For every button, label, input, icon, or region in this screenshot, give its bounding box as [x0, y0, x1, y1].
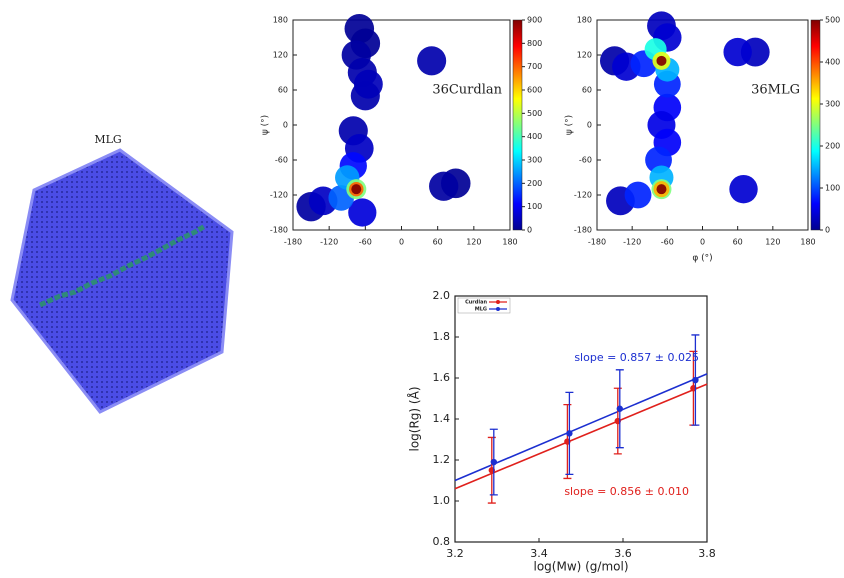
y-tick-label: 0.8	[433, 535, 451, 548]
density-point	[351, 184, 362, 195]
x-tick-label: 3.2	[446, 547, 464, 560]
density-point	[624, 181, 652, 209]
y-tick-label: -120	[574, 191, 592, 200]
colorbar-tick-label: 300	[527, 156, 542, 165]
slope-annotation: slope = 0.856 ± 0.010	[564, 485, 689, 498]
colorbar	[810, 19, 821, 231]
colorbar-tick-label: 600	[527, 86, 542, 95]
image-label: MLG	[94, 133, 121, 146]
fit-line	[454, 383, 708, 490]
plot-frame	[596, 19, 809, 231]
density-point	[656, 55, 667, 66]
colorbar	[512, 19, 523, 231]
legend-box	[457, 297, 511, 314]
y-tick-label: 1.4	[433, 412, 451, 425]
y-tick-label: 1.8	[433, 330, 451, 343]
colorbar-tick-label: 500	[825, 16, 840, 25]
y-tick-label: 1.0	[433, 494, 451, 507]
y-tick-label: 2.0	[433, 289, 451, 302]
polymer-chain	[38, 223, 207, 308]
density-point	[348, 198, 377, 227]
x-tick-label: -120	[623, 238, 641, 247]
colorbar-tick-label: 0	[825, 226, 830, 235]
x-tick-label: -180	[588, 238, 606, 247]
y-tick-label: 180	[273, 16, 288, 25]
density-point	[729, 174, 758, 204]
plot-frame	[292, 19, 511, 231]
y-tick-label: 1.2	[433, 453, 451, 466]
x-tick-label: 120	[466, 238, 481, 247]
x-tick-label: -60	[359, 238, 372, 247]
colorbar-tick-label: 200	[527, 179, 542, 188]
y-tick-label: -120	[270, 191, 288, 200]
legend-label: Curdlan	[465, 300, 487, 306]
y-tick-label: 120	[273, 51, 288, 60]
plot-frame	[454, 295, 708, 543]
data-point	[692, 376, 699, 384]
y-tick-label: 1.6	[433, 371, 451, 384]
x-tick-label: -180	[284, 238, 302, 247]
x-axis-label: φ (°)	[692, 254, 712, 264]
y-tick-label: -60	[275, 156, 288, 165]
colorbar-tick-label: 500	[527, 109, 542, 118]
panel-annotation: 36Curdlan	[432, 83, 502, 98]
simulation-box	[10, 148, 234, 414]
y-tick-label: 60	[278, 86, 288, 95]
x-tick-label: -60	[661, 238, 674, 247]
y-tick-label: -180	[574, 226, 592, 235]
x-tick-label: 180	[502, 238, 517, 247]
density-point	[417, 46, 447, 76]
colorbar-tick-label: 800	[527, 39, 542, 48]
x-tick-label: 3.8	[698, 547, 716, 560]
x-tick-label: -120	[320, 238, 338, 247]
colorbar-tick-label: 100	[527, 202, 542, 211]
y-tick-label: -60	[579, 156, 592, 165]
density-point	[429, 171, 459, 201]
density-point	[656, 184, 667, 195]
y-tick-label: 120	[577, 51, 592, 60]
legend-marker	[496, 307, 500, 311]
colorbar-tick-label: 0	[527, 226, 532, 235]
x-tick-label: 120	[765, 238, 780, 247]
slope-annotation: slope = 0.857 ± 0.025	[574, 351, 699, 364]
colorbar-tick-label: 200	[825, 142, 840, 151]
colorbar-tick-label: 700	[527, 62, 542, 71]
colorbar-tick-label: 100	[825, 184, 840, 193]
x-tick-label: 3.4	[530, 547, 548, 560]
legend-marker	[496, 300, 500, 304]
colorbar-tick-label: 400	[527, 132, 542, 141]
colorbar-tick-label: 400	[825, 58, 840, 67]
y-axis-label: ψ (°)	[261, 115, 271, 135]
y-axis-label: ψ (°)	[565, 115, 575, 135]
data-point	[490, 458, 497, 466]
x-tick-label: 3.6	[614, 547, 632, 560]
x-tick-label: 0	[399, 238, 404, 247]
density-point	[723, 37, 752, 67]
density-points	[599, 11, 770, 216]
x-tick-label: 60	[433, 238, 443, 247]
legend-label: MLG	[475, 307, 487, 313]
x-tick-label: 180	[800, 238, 815, 247]
y-tick-label: 180	[577, 16, 592, 25]
density-point	[353, 69, 383, 99]
fit-line	[454, 373, 708, 482]
x-axis-label: log(Mw) (g/mol)	[533, 560, 628, 574]
data-point	[616, 405, 623, 412]
y-tick-label: -180	[270, 226, 288, 235]
density-points	[296, 13, 471, 227]
data-point	[566, 430, 573, 437]
y-tick-label: 0	[283, 121, 288, 130]
panel-annotation: 36MLG	[751, 83, 800, 98]
y-tick-label: 0	[587, 121, 592, 130]
colorbar-tick-label: 300	[825, 100, 840, 109]
y-axis-label: log(Rg) (Å)	[407, 387, 422, 452]
hexagon	[10, 148, 234, 414]
y-tick-label: 60	[582, 86, 592, 95]
x-tick-label: 0	[700, 238, 705, 247]
colorbar-tick-label: 900	[527, 16, 542, 25]
x-tick-label: 60	[733, 238, 743, 247]
